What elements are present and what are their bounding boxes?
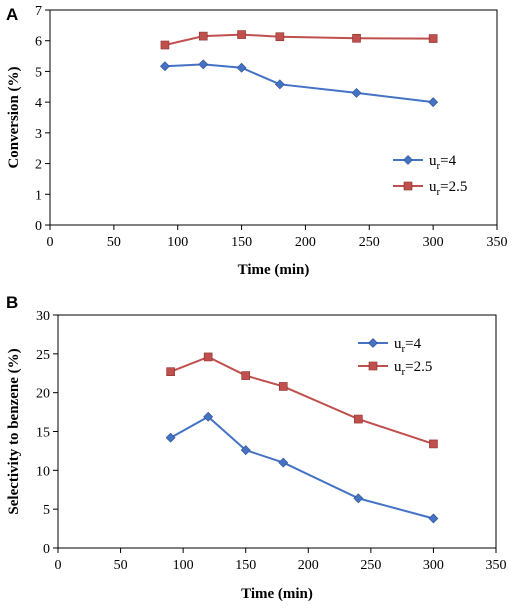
legend-entry-1: ur=4 [393, 153, 457, 172]
data-point [274, 79, 285, 90]
y-tick-label: 2 [35, 158, 42, 173]
legend-marker [368, 338, 378, 348]
chart-panel-b: B 0 50 100 150 200 250 300 350 0 5 10 15 20 25 30 Time (… [6, 293, 507, 602]
x-tick-label: 300 [423, 558, 444, 573]
x-tick-label: 100 [167, 235, 188, 250]
legend-marker [368, 361, 378, 371]
y-tick-label: 0 [35, 219, 42, 234]
data-point [236, 62, 247, 73]
legend-label: ur=4 [429, 153, 457, 172]
x-axis-title: Time (min) [241, 586, 313, 602]
y-tick-label: 25 [36, 348, 50, 363]
legend-label: ur=4 [394, 336, 422, 355]
legend-entry-1: ur=4 [358, 336, 422, 355]
legend-label-base: u [429, 153, 437, 169]
y-tick-label: 5 [43, 503, 50, 518]
y-tick-label: 10 [36, 464, 50, 479]
series-1 [160, 59, 439, 108]
data-point [354, 414, 363, 424]
data-point [237, 30, 246, 39]
y-tick-label: 30 [36, 309, 50, 324]
legend-label-subscript: r [402, 366, 406, 378]
legend-label-suffix: =4 [405, 336, 421, 352]
plot-area-border [57, 314, 497, 549]
series-2 [160, 30, 438, 50]
legend-label-base: u [429, 179, 437, 195]
data-point [352, 33, 361, 43]
data-point [165, 432, 176, 443]
data-point [203, 352, 213, 362]
legend-label-subscript: r [402, 343, 406, 355]
x-tick-label: 200 [295, 235, 316, 250]
data-point [428, 97, 439, 108]
legend-label-suffix: =4 [440, 153, 456, 169]
y-tick-label: 5 [35, 65, 42, 80]
legend-label-suffix: =2.5 [440, 179, 467, 195]
data-point [203, 411, 214, 422]
x-tick-label: 250 [359, 235, 380, 250]
data-point [353, 493, 364, 504]
y-tick-label: 3 [35, 127, 42, 142]
data-point [198, 59, 209, 70]
series-2 [166, 352, 438, 449]
data-point [198, 31, 208, 41]
series-1 [165, 411, 439, 524]
legend-entry-2: ur=2.5 [393, 179, 467, 198]
series-line [170, 355, 434, 445]
legend-label-suffix: =2.5 [405, 359, 432, 375]
legend-marker [403, 155, 413, 165]
y-tick-label: 1 [35, 188, 42, 203]
legend-label: ur=2.5 [394, 359, 432, 378]
data-point [351, 88, 362, 98]
legend-label-base: u [394, 359, 402, 375]
x-tick-label: 300 [423, 235, 444, 250]
x-tick-label: 50 [107, 235, 121, 250]
data-point [278, 457, 289, 468]
legend-entry-2: ur=2.5 [358, 359, 432, 378]
series-line [164, 63, 434, 104]
panel-letter: B [6, 293, 18, 312]
x-tick-label: 350 [486, 558, 507, 573]
data-point [160, 40, 170, 50]
x-tick-label: 150 [231, 235, 252, 250]
data-point [241, 371, 251, 380]
legend-label-base: u [394, 336, 402, 352]
y-tick-label: 6 [35, 35, 42, 50]
y-axis-title: Conversion (%) [6, 66, 22, 168]
x-tick-label: 200 [298, 558, 319, 573]
y-tick-label: 20 [36, 387, 50, 402]
y-tick-label: 15 [36, 426, 50, 441]
y-axis-title: Selectivity to benzene (%) [6, 348, 22, 514]
x-axis-title: Time (min) [238, 262, 310, 278]
series-line [164, 33, 434, 46]
panel-letter: A [6, 5, 18, 24]
data-point [429, 439, 438, 449]
data-point [240, 445, 251, 456]
data-point [166, 367, 175, 376]
y-tick-label: 4 [35, 96, 42, 111]
data-point [428, 513, 439, 524]
legend-label: ur=2.5 [429, 179, 467, 198]
legend-marker [403, 181, 413, 191]
y-tick-label: 7 [35, 4, 42, 19]
x-tick-label: 250 [360, 558, 381, 573]
plot-area-border [49, 9, 498, 226]
legend-label-subscript: r [437, 186, 441, 198]
data-point [275, 32, 285, 42]
y-tick-label: 0 [43, 542, 50, 557]
chart-panel-a: A 0 50 100 150 200 250 300 350 0 1 2 3 4 5 6 7 Time (min)… [6, 4, 508, 278]
data-point [278, 382, 288, 391]
x-tick-label: 150 [235, 558, 256, 573]
x-tick-label: 100 [173, 558, 194, 573]
x-tick-label: 50 [114, 558, 128, 573]
x-tick-label: 350 [487, 235, 508, 250]
x-tick-label: 0 [55, 558, 62, 573]
data-point [160, 61, 170, 72]
series-line [170, 415, 434, 520]
data-point [428, 34, 438, 43]
legend-label-subscript: r [437, 160, 441, 172]
x-tick-label: 0 [47, 235, 54, 250]
